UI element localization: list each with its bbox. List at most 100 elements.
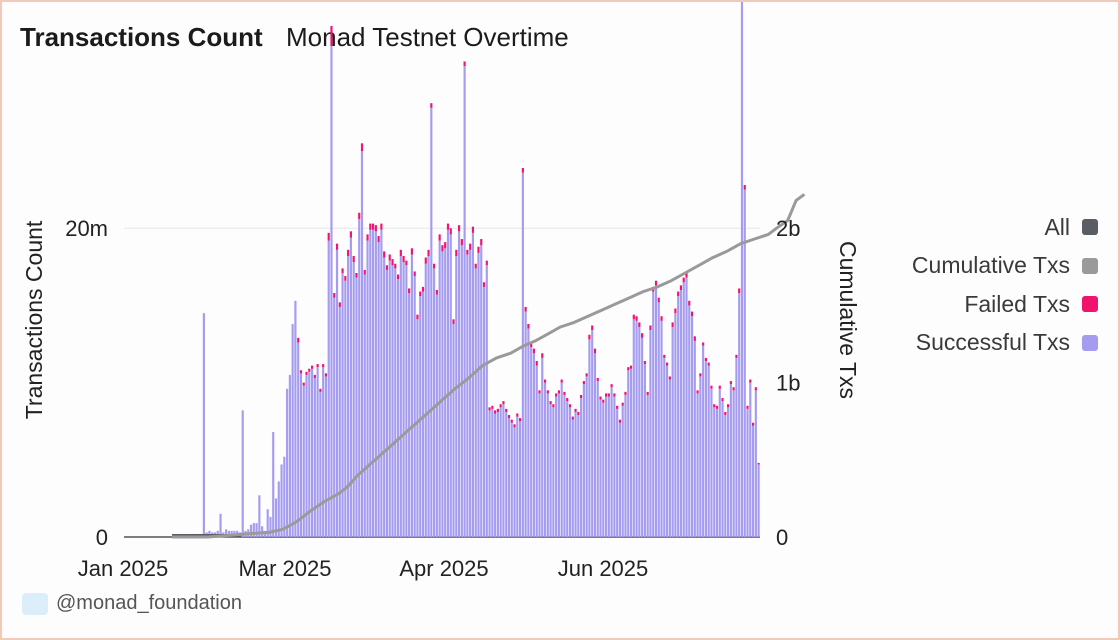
bar-failed-68 bbox=[360, 143, 364, 152]
bar-successful-110 bbox=[477, 252, 480, 537]
bar-successful-102 bbox=[455, 256, 458, 537]
bar-failed-129 bbox=[530, 342, 533, 348]
bar-successful-90 bbox=[421, 291, 425, 537]
bar-successful-132 bbox=[538, 393, 541, 537]
bar-failed-132 bbox=[538, 390, 541, 394]
bar-failed-70 bbox=[366, 234, 369, 241]
bar-failed-117 bbox=[496, 408, 499, 412]
bar-failed-78 bbox=[388, 254, 391, 261]
legend-swatch-icon bbox=[1082, 257, 1098, 274]
bar-successful-63 bbox=[347, 256, 350, 537]
bar-failed-51 bbox=[313, 374, 316, 378]
bar-successful-145 bbox=[574, 411, 577, 537]
legend-item-failed-txs[interactable]: Failed Txs bbox=[818, 285, 1098, 324]
bar-failed-69 bbox=[363, 269, 366, 275]
bar-failed-184 bbox=[682, 277, 685, 283]
bar-successful-88 bbox=[416, 319, 419, 537]
bar-successful-59 bbox=[335, 249, 339, 537]
bar-failed-86 bbox=[410, 248, 413, 255]
bar-successful-73 bbox=[374, 231, 377, 537]
bar-successful-157 bbox=[607, 396, 610, 537]
bar-successful-31 bbox=[258, 495, 261, 537]
bar-successful-140 bbox=[560, 382, 563, 537]
bar-successful-154 bbox=[599, 399, 602, 537]
bar-failed-52 bbox=[316, 364, 319, 368]
bar-failed-115 bbox=[491, 405, 494, 409]
bar-successful-41 bbox=[286, 388, 289, 537]
bar-failed-201 bbox=[729, 381, 732, 385]
bar-successful-36 bbox=[272, 432, 275, 537]
bar-successful-172 bbox=[649, 330, 652, 537]
bar-failed-185 bbox=[685, 273, 688, 278]
bar-successful-48 bbox=[305, 374, 308, 537]
bar-successful-75 bbox=[380, 229, 383, 537]
bar-failed-147 bbox=[580, 394, 583, 399]
bar-successful-94 bbox=[433, 268, 436, 537]
bar-failed-149 bbox=[585, 373, 588, 377]
bar-successful-143 bbox=[568, 407, 572, 537]
bar-failed-172 bbox=[649, 325, 652, 331]
bar-successful-126 bbox=[521, 172, 524, 537]
bar-successful-108 bbox=[471, 232, 475, 538]
x-tick-label: Mar 2025 bbox=[239, 556, 332, 581]
bar-successful-35 bbox=[269, 516, 272, 537]
bar-failed-106 bbox=[466, 249, 469, 255]
bar-failed-65 bbox=[352, 256, 355, 263]
bar-failed-150 bbox=[588, 334, 591, 340]
bar-successful-78 bbox=[388, 260, 391, 537]
bar-successful-101 bbox=[452, 323, 455, 537]
bar-failed-119 bbox=[502, 401, 505, 405]
bar-failed-87 bbox=[413, 271, 416, 277]
bar-successful-127 bbox=[524, 311, 527, 537]
bar-successful-171 bbox=[646, 394, 649, 537]
bar-successful-95 bbox=[435, 294, 438, 537]
bar-failed-133 bbox=[541, 353, 544, 358]
legend-item-successful-txs[interactable]: Successful Txs bbox=[818, 324, 1098, 363]
bar-failed-160 bbox=[616, 405, 619, 409]
bar-successful-161 bbox=[618, 422, 622, 537]
bar-successful-45 bbox=[297, 342, 300, 537]
legend-label: Cumulative Txs bbox=[911, 252, 1070, 279]
bar-successful-122 bbox=[510, 422, 513, 537]
legend-item-all[interactable]: All bbox=[818, 208, 1098, 247]
bar-successful-183 bbox=[679, 289, 683, 537]
bar-failed-125 bbox=[519, 418, 522, 422]
bar-successful-83 bbox=[402, 262, 405, 537]
bar-successful-203 bbox=[735, 357, 738, 537]
bar-failed-107 bbox=[469, 243, 472, 250]
bar-successful-179 bbox=[668, 379, 671, 537]
bar-failed-198 bbox=[721, 398, 724, 402]
bar-failed-63 bbox=[347, 249, 350, 257]
bar-failed-128 bbox=[527, 323, 530, 329]
bar-failed-178 bbox=[666, 362, 669, 366]
bar-failed-85 bbox=[408, 288, 411, 294]
bar-successful-112 bbox=[482, 286, 486, 537]
bar-failed-199 bbox=[724, 411, 727, 416]
bar-successful-57 bbox=[330, 46, 333, 538]
bar-successful-142 bbox=[566, 401, 569, 537]
bar-failed-90 bbox=[421, 286, 425, 292]
bar-failed-174 bbox=[654, 280, 658, 286]
bar-successful-173 bbox=[652, 291, 655, 537]
bar-failed-97 bbox=[441, 245, 444, 252]
bar-failed-146 bbox=[577, 411, 580, 416]
bar-successful-177 bbox=[663, 357, 666, 537]
bar-successful-197 bbox=[718, 388, 721, 537]
y2-tick-label: 1b bbox=[776, 371, 800, 396]
bar-successful-153 bbox=[596, 381, 599, 537]
legend-item-cumulative-txs[interactable]: Cumulative Txs bbox=[818, 247, 1098, 286]
bar-failed-127 bbox=[524, 306, 527, 312]
legend-swatch-icon bbox=[1082, 219, 1098, 236]
bar-failed-195 bbox=[713, 404, 716, 408]
bar-failed-211 bbox=[757, 462, 760, 465]
x-tick-label: Jun 2025 bbox=[558, 556, 649, 581]
bar-successful-74 bbox=[377, 242, 380, 537]
bar-successful-46 bbox=[299, 373, 303, 537]
bar-successful-61 bbox=[341, 273, 344, 537]
bar-failed-136 bbox=[549, 401, 552, 405]
bar-successful-51 bbox=[313, 377, 316, 537]
bar-failed-186 bbox=[688, 300, 691, 306]
bar-failed-64 bbox=[349, 231, 352, 238]
bar-failed-210 bbox=[754, 387, 757, 391]
